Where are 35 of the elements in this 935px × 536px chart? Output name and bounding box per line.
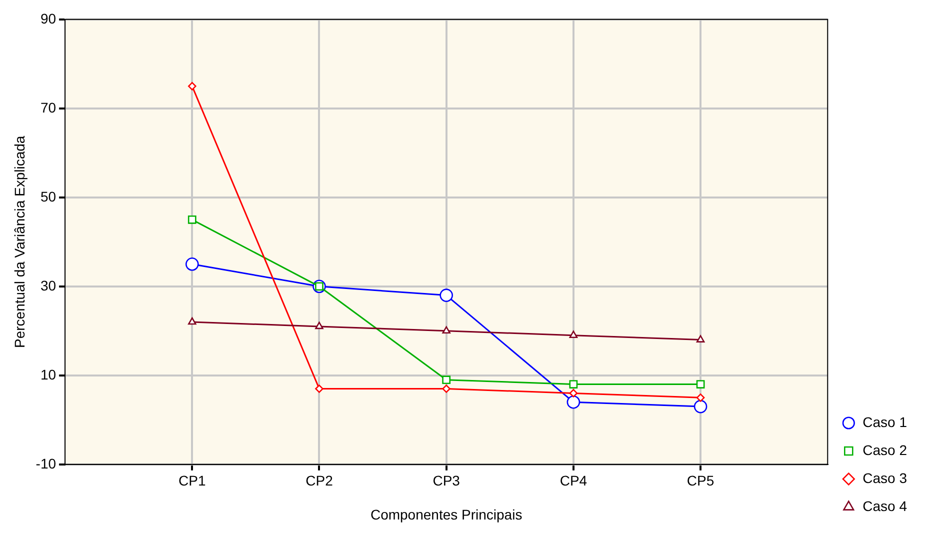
y-tick-label: 50	[40, 188, 56, 204]
legend-label: Caso 2	[862, 442, 908, 458]
point	[569, 330, 578, 338]
y-tick-label: 30	[40, 277, 56, 294]
y-axis-title: Percentual da Variância Explicada	[11, 136, 28, 348]
point	[442, 326, 450, 334]
point	[696, 394, 705, 402]
x-tick-label: CP2	[306, 472, 334, 489]
point	[696, 380, 705, 388]
y-tick-label: 90	[40, 10, 56, 26]
point	[188, 215, 196, 224]
legend-label: Caso 1	[862, 414, 908, 430]
y-tick-label: -10	[36, 455, 56, 472]
point	[569, 389, 578, 398]
x-tick-label: CP1	[178, 472, 206, 489]
point	[315, 384, 324, 393]
point	[442, 384, 450, 393]
y-tick-label: 70	[40, 99, 56, 116]
x-axis-title: Componentes Principais	[370, 506, 522, 522]
point	[188, 82, 196, 90]
point	[315, 322, 324, 330]
legend-label: Caso 4	[862, 498, 908, 514]
x-tick-label: CP3	[432, 472, 460, 489]
point	[185, 258, 199, 271]
y-tick-label: 10	[40, 366, 56, 382]
point	[440, 288, 453, 302]
x-tick-label: CP5	[686, 472, 714, 489]
point	[696, 335, 705, 342]
legend-label: Caso 3	[862, 470, 908, 486]
point	[694, 400, 708, 414]
point	[569, 380, 578, 388]
x-tick-label: CP4	[560, 472, 588, 489]
point	[442, 376, 451, 384]
point	[188, 317, 196, 325]
point	[566, 395, 580, 409]
